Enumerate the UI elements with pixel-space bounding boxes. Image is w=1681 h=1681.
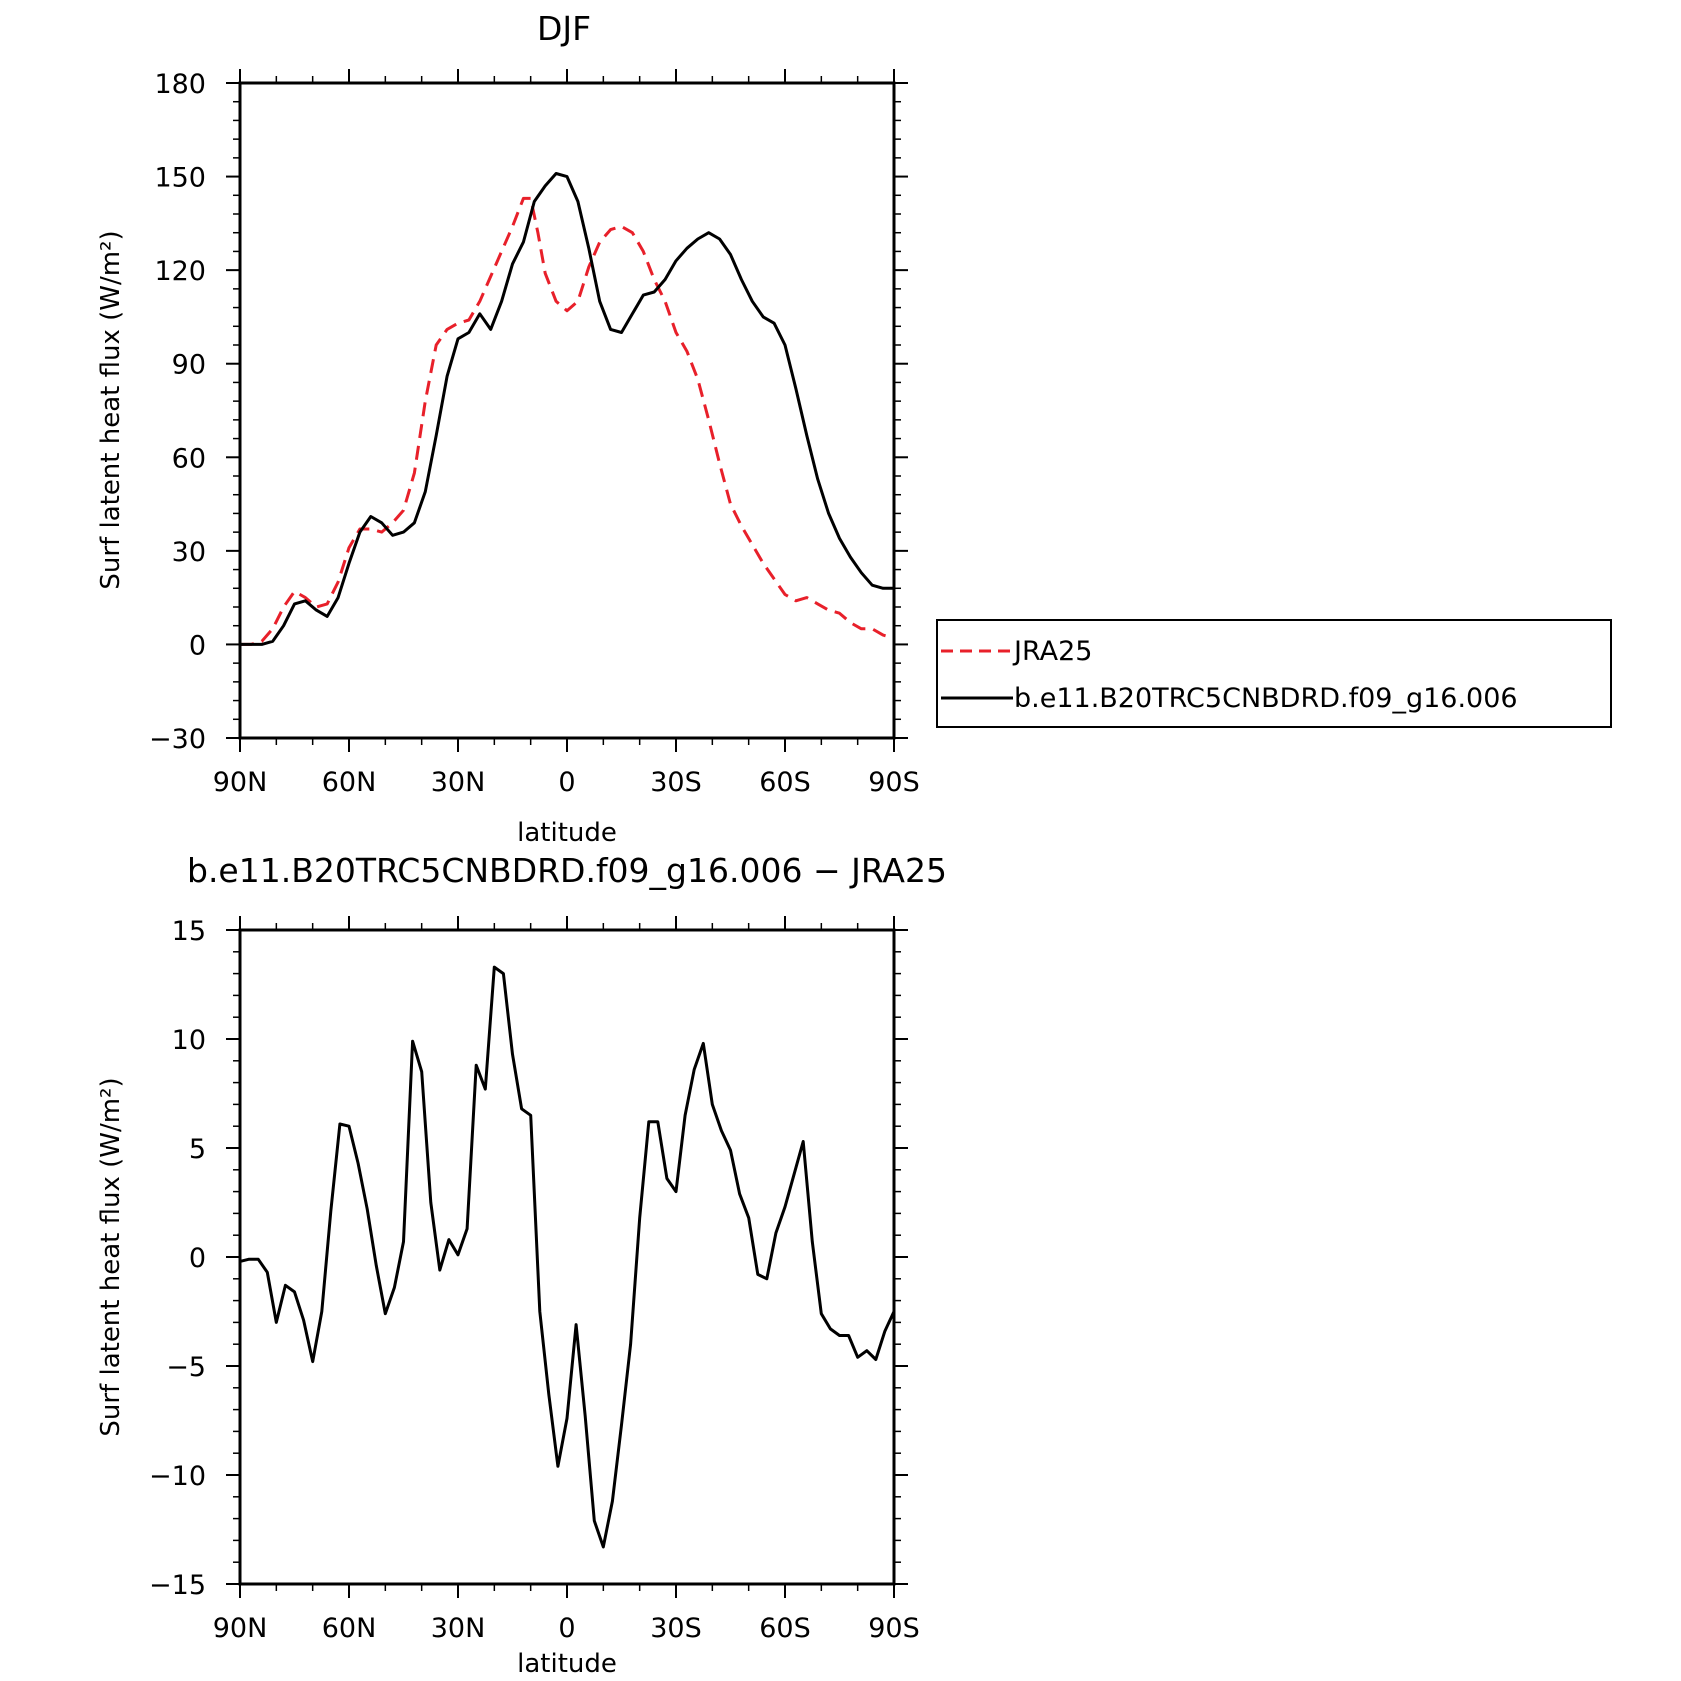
- panel-difference: b.e11.B20TRC5CNBDRD.f09_g16.006 − JRA25 …: [96, 851, 947, 1679]
- y-tick-label: 0: [189, 1243, 206, 1274]
- panel1-x-axis-title: latitude: [517, 818, 617, 848]
- legend-label-jra25: JRA25: [1012, 636, 1092, 667]
- y-tick-label: 15: [172, 916, 206, 947]
- x-tick-label: 60N: [322, 1613, 377, 1644]
- x-tick-label: 60S: [759, 767, 811, 798]
- panel1-y-tick-labels: −30 0 30 60 90 120 150 180: [149, 69, 206, 755]
- series-line-jra25: [240, 196, 895, 646]
- panel2-x-axis-title: latitude: [517, 1649, 617, 1679]
- panel2-frame: [238, 928, 896, 1586]
- x-tick-label: 30N: [431, 1613, 486, 1644]
- legend-box: [936, 619, 1612, 728]
- panel2-x-tick-labels: 90N 60N 30N 0 30S 60S 90S: [213, 1613, 920, 1644]
- panel1-series: [240, 172, 895, 646]
- series-line-model: [240, 172, 894, 646]
- y-tick-label: 150: [154, 163, 206, 194]
- x-tick-label: 90N: [213, 1613, 268, 1644]
- x-tick-label: 90N: [213, 767, 268, 798]
- x-tick-label: 90S: [868, 1613, 920, 1644]
- x-tick-label: 60N: [322, 767, 377, 798]
- y-tick-label: 10: [172, 1025, 206, 1056]
- y-tick-label: 30: [172, 537, 206, 568]
- x-tick-label: 30S: [650, 767, 702, 798]
- x-tick-label: 0: [558, 767, 575, 798]
- y-tick-label: 60: [172, 443, 206, 474]
- x-tick-label: 30S: [650, 1613, 702, 1644]
- series-line-model: [239, 965, 896, 1549]
- y-tick-label: 0: [189, 630, 206, 661]
- x-tick-label: 90S: [868, 767, 920, 798]
- x-tick-label: 0: [558, 1613, 575, 1644]
- panel1-x-tick-labels: 90N 60N 30N 0 30S 60S 90S: [213, 767, 920, 798]
- y-tick-label: 90: [172, 350, 206, 381]
- panel2-series: [239, 965, 896, 1549]
- panel2-y-axis-title: Surf latent heat flux (W/m²): [96, 1077, 126, 1436]
- panel1-y-axis-title: Surf latent heat flux (W/m²): [96, 230, 126, 589]
- y-tick-label: 120: [154, 256, 206, 287]
- panel1-title: DJF: [537, 9, 591, 48]
- y-tick-label: 5: [189, 1134, 206, 1165]
- x-tick-label: 60S: [759, 1613, 811, 1644]
- legend: JRA25 b.e11.B20TRC5CNBDRD.f09_g16.006: [936, 619, 1612, 728]
- legend-label-model: b.e11.B20TRC5CNBDRD.f09_g16.006: [1014, 683, 1518, 714]
- panel-djf: DJF 90N 60N 30N 0 30S 60S 90S −30 0 30 60 90 120 150…: [96, 9, 920, 848]
- panel2-title: b.e11.B20TRC5CNBDRD.f09_g16.006 − JRA25: [187, 851, 947, 890]
- y-tick-label: 180: [154, 69, 206, 100]
- panel2-y-tick-labels: −15 −10 −5 0 5 10 15: [149, 916, 206, 1601]
- x-tick-label: 30N: [431, 767, 486, 798]
- panel1-frame: [238, 81, 896, 740]
- y-tick-label: −30: [149, 724, 206, 755]
- y-tick-label: −10: [149, 1461, 206, 1492]
- y-tick-label: −15: [149, 1570, 206, 1601]
- y-tick-label: −5: [166, 1352, 206, 1383]
